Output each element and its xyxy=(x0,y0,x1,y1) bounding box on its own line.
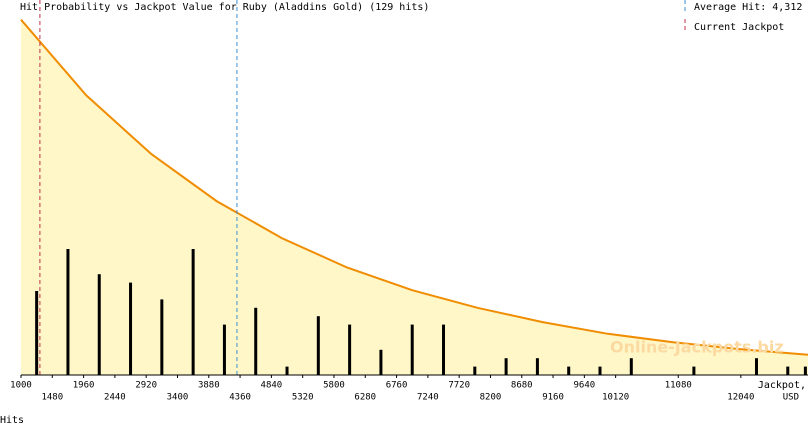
x-tick-label: 1960 xyxy=(73,381,95,391)
bar xyxy=(473,366,477,375)
x-tick-label: 6280 xyxy=(354,393,376,403)
bar xyxy=(35,291,39,375)
x-tick-label: 5800 xyxy=(323,381,345,391)
x-axis-label: USD xyxy=(783,393,799,403)
legend-label: Average Hit: 4,312 xyxy=(694,2,802,13)
bar xyxy=(786,366,790,375)
x-tick-label: 8200 xyxy=(480,393,502,403)
curve xyxy=(20,19,809,356)
chart-title: Hit Probability vs Jackpot Value for Rub… xyxy=(20,2,429,13)
x-tick-label: 4840 xyxy=(261,381,283,391)
x-axis-label: Jackpot, xyxy=(758,380,806,391)
bar xyxy=(535,358,539,375)
x-tick-label: 5320 xyxy=(292,393,314,403)
x-tick-label: 2920 xyxy=(135,381,157,391)
bar xyxy=(567,366,571,375)
bar xyxy=(254,307,258,375)
bar xyxy=(410,324,414,375)
bar xyxy=(348,324,352,375)
bar xyxy=(222,324,226,375)
bar xyxy=(692,366,696,375)
x-tick-label: 10120 xyxy=(602,393,629,403)
x-tick-label: 8680 xyxy=(511,381,533,391)
x-tick-label: 1000 xyxy=(10,381,32,391)
x-tick-label: 6760 xyxy=(386,381,408,391)
legend-label: Current Jackpot xyxy=(694,22,784,33)
watermark: Online-Jackpots.biz xyxy=(610,338,784,357)
curve-area xyxy=(21,19,808,375)
x-tick-label: 9640 xyxy=(574,381,596,391)
x-tick-label: 1480 xyxy=(41,393,63,403)
bar xyxy=(442,324,446,375)
bar xyxy=(754,358,758,375)
bar xyxy=(191,249,195,375)
x-tick-label: 3880 xyxy=(198,381,220,391)
x-tick-label: 3400 xyxy=(167,393,189,403)
x-tick-label: 12040 xyxy=(727,393,754,403)
bar xyxy=(97,274,101,375)
x-tick-label: 11080 xyxy=(665,381,692,391)
bar xyxy=(629,358,633,375)
x-tick-label: 2440 xyxy=(104,393,126,403)
bar xyxy=(504,358,508,375)
bar xyxy=(285,366,289,375)
bar xyxy=(379,349,383,375)
bar xyxy=(316,316,320,375)
bar xyxy=(803,366,807,375)
bar xyxy=(598,366,602,375)
x-tick-label: 7240 xyxy=(417,393,439,403)
bar xyxy=(160,299,164,375)
x-tick-label: 4360 xyxy=(229,393,251,403)
bar xyxy=(66,249,70,375)
bar xyxy=(129,282,133,375)
rug-label: Hits xyxy=(0,415,24,425)
x-tick-label: 7720 xyxy=(448,381,470,391)
x-tick-label: 9160 xyxy=(542,393,564,403)
